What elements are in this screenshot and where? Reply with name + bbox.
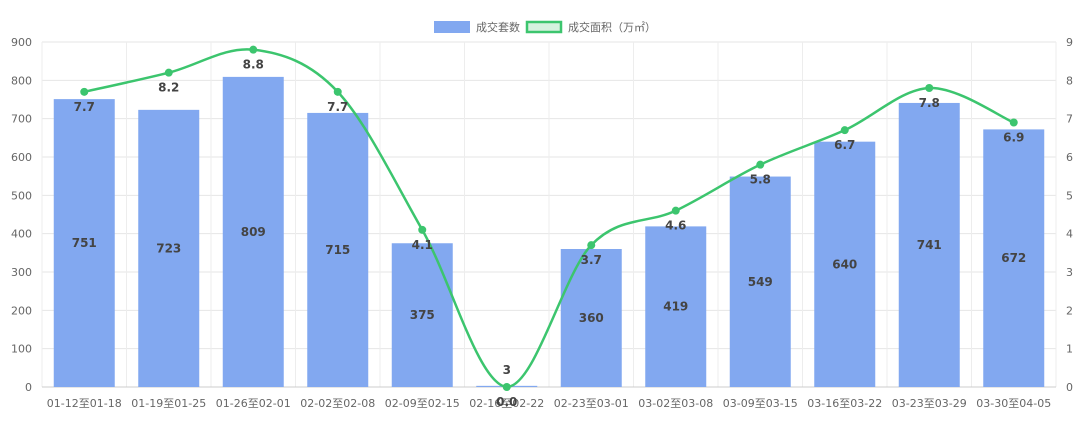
x-tick-label: 03-23至03-29 [892, 397, 967, 410]
y-left-tick-label: 800 [11, 74, 32, 87]
line-data-label: 7.7 [327, 100, 348, 114]
y-left-tick-label: 0 [25, 381, 32, 394]
bar-data-label: 3 [503, 363, 511, 377]
bar [138, 109, 200, 387]
legend-label-line: 成交面积（万㎡） [568, 20, 656, 34]
x-tick-label: 03-16至03-22 [807, 397, 882, 410]
y-right-tick-label: 6 [1066, 151, 1073, 164]
y-right-tick-label: 3 [1066, 266, 1073, 279]
line-data-label: 4.1 [412, 238, 433, 252]
line-data-label: 6.7 [834, 138, 855, 152]
x-tick-label: 02-23至03-01 [554, 397, 629, 410]
line-data-label: 8.2 [158, 81, 179, 95]
bar-data-label: 419 [663, 300, 688, 314]
y-left-tick-label: 400 [11, 228, 32, 241]
x-tick-label: 02-02至02-08 [300, 397, 375, 410]
bar [814, 141, 876, 387]
y-right-tick-label: 2 [1066, 304, 1073, 317]
y-right-tick-label: 8 [1066, 74, 1073, 87]
x-tick-label: 01-19至01-25 [131, 397, 206, 410]
line-point [418, 225, 427, 234]
line-data-label: 7.7 [74, 100, 95, 114]
y-right-tick-label: 5 [1066, 189, 1073, 202]
bar [560, 249, 622, 387]
bar [222, 76, 284, 387]
bar [391, 243, 453, 387]
line-point [671, 206, 680, 215]
bar-series-layer [53, 76, 1045, 388]
y-right-tick-label: 4 [1066, 228, 1073, 241]
x-tick-label: 03-09至03-15 [723, 397, 798, 410]
bar [645, 226, 707, 387]
bar [53, 99, 115, 387]
bar-data-label: 715 [325, 243, 350, 257]
line-data-label: 5.8 [750, 173, 771, 187]
x-tick-label: 03-30至04-05 [976, 397, 1051, 410]
line-data-label: 6.9 [1003, 131, 1024, 145]
y-left-tick-label: 300 [11, 266, 32, 279]
y-left-tick-label: 700 [11, 113, 32, 126]
bar-data-label: 741 [917, 238, 942, 252]
x-tick-label: 03-02至03-08 [638, 397, 713, 410]
bar-data-label: 723 [156, 241, 181, 255]
line-point [587, 241, 596, 250]
legend: 成交套数 成交面积（万㎡） [434, 20, 656, 34]
line-point [840, 126, 849, 135]
line-data-label: 3.7 [581, 253, 602, 267]
legend-swatch-bar [434, 21, 470, 33]
y-right-tick-label: 0 [1066, 381, 1073, 394]
line-point [164, 68, 173, 77]
x-tick-label: 01-26至02-01 [216, 397, 291, 410]
x-tick-label: 01-12至01-18 [47, 397, 122, 410]
line-point [502, 383, 511, 391]
y-left-tick-label: 200 [11, 304, 32, 317]
bar [729, 176, 791, 387]
line-point [1009, 118, 1018, 127]
y-right-tick-label: 1 [1066, 343, 1073, 356]
line-data-label: 7.8 [919, 96, 940, 110]
line-point [249, 45, 258, 54]
y-left-tick-label: 600 [11, 151, 32, 164]
line-point [925, 84, 934, 92]
bar-data-label: 360 [579, 311, 604, 325]
bar [983, 129, 1045, 387]
x-tick-label: 02-09至02-15 [385, 397, 460, 410]
bar-data-label: 549 [748, 275, 773, 289]
x-tick-label: 02-16至02-22 [469, 397, 544, 410]
bar [307, 112, 369, 388]
bar-data-label: 640 [832, 257, 857, 271]
line-data-label: 8.8 [243, 58, 264, 72]
data-label-layer: 751 723 809 715 375 3 360 419 549 640 741 672 7.7 8.2… [72, 58, 1027, 409]
y-left-tick-label: 500 [11, 189, 32, 202]
grid-layer [41, 41, 1057, 388]
y-left-tick-label: 100 [11, 343, 32, 356]
y-right-tick-label: 9 [1066, 36, 1073, 49]
y-right-tick-label: 7 [1066, 113, 1073, 126]
line-point [333, 87, 342, 96]
line-series-layer [80, 45, 1018, 391]
line-point [80, 87, 89, 96]
bar-data-label: 375 [410, 308, 435, 322]
line-point [756, 160, 765, 169]
line-data-label: 4.6 [665, 219, 686, 233]
legend-swatch-line [525, 20, 563, 34]
bar [898, 102, 960, 387]
bar-data-label: 809 [241, 225, 266, 239]
y-left-tick-label: 900 [11, 36, 32, 49]
legend-label-bar: 成交套数 [476, 20, 520, 34]
line-data-label: 0.0 [496, 395, 517, 409]
axis-layer: 0 100 200 300 400 500 600 700 800 900 0 1 2 3 4 5 6 7 8 9 01… [11, 36, 1073, 410]
bar-data-label: 672 [1001, 251, 1026, 265]
bar-data-label: 751 [72, 236, 97, 250]
